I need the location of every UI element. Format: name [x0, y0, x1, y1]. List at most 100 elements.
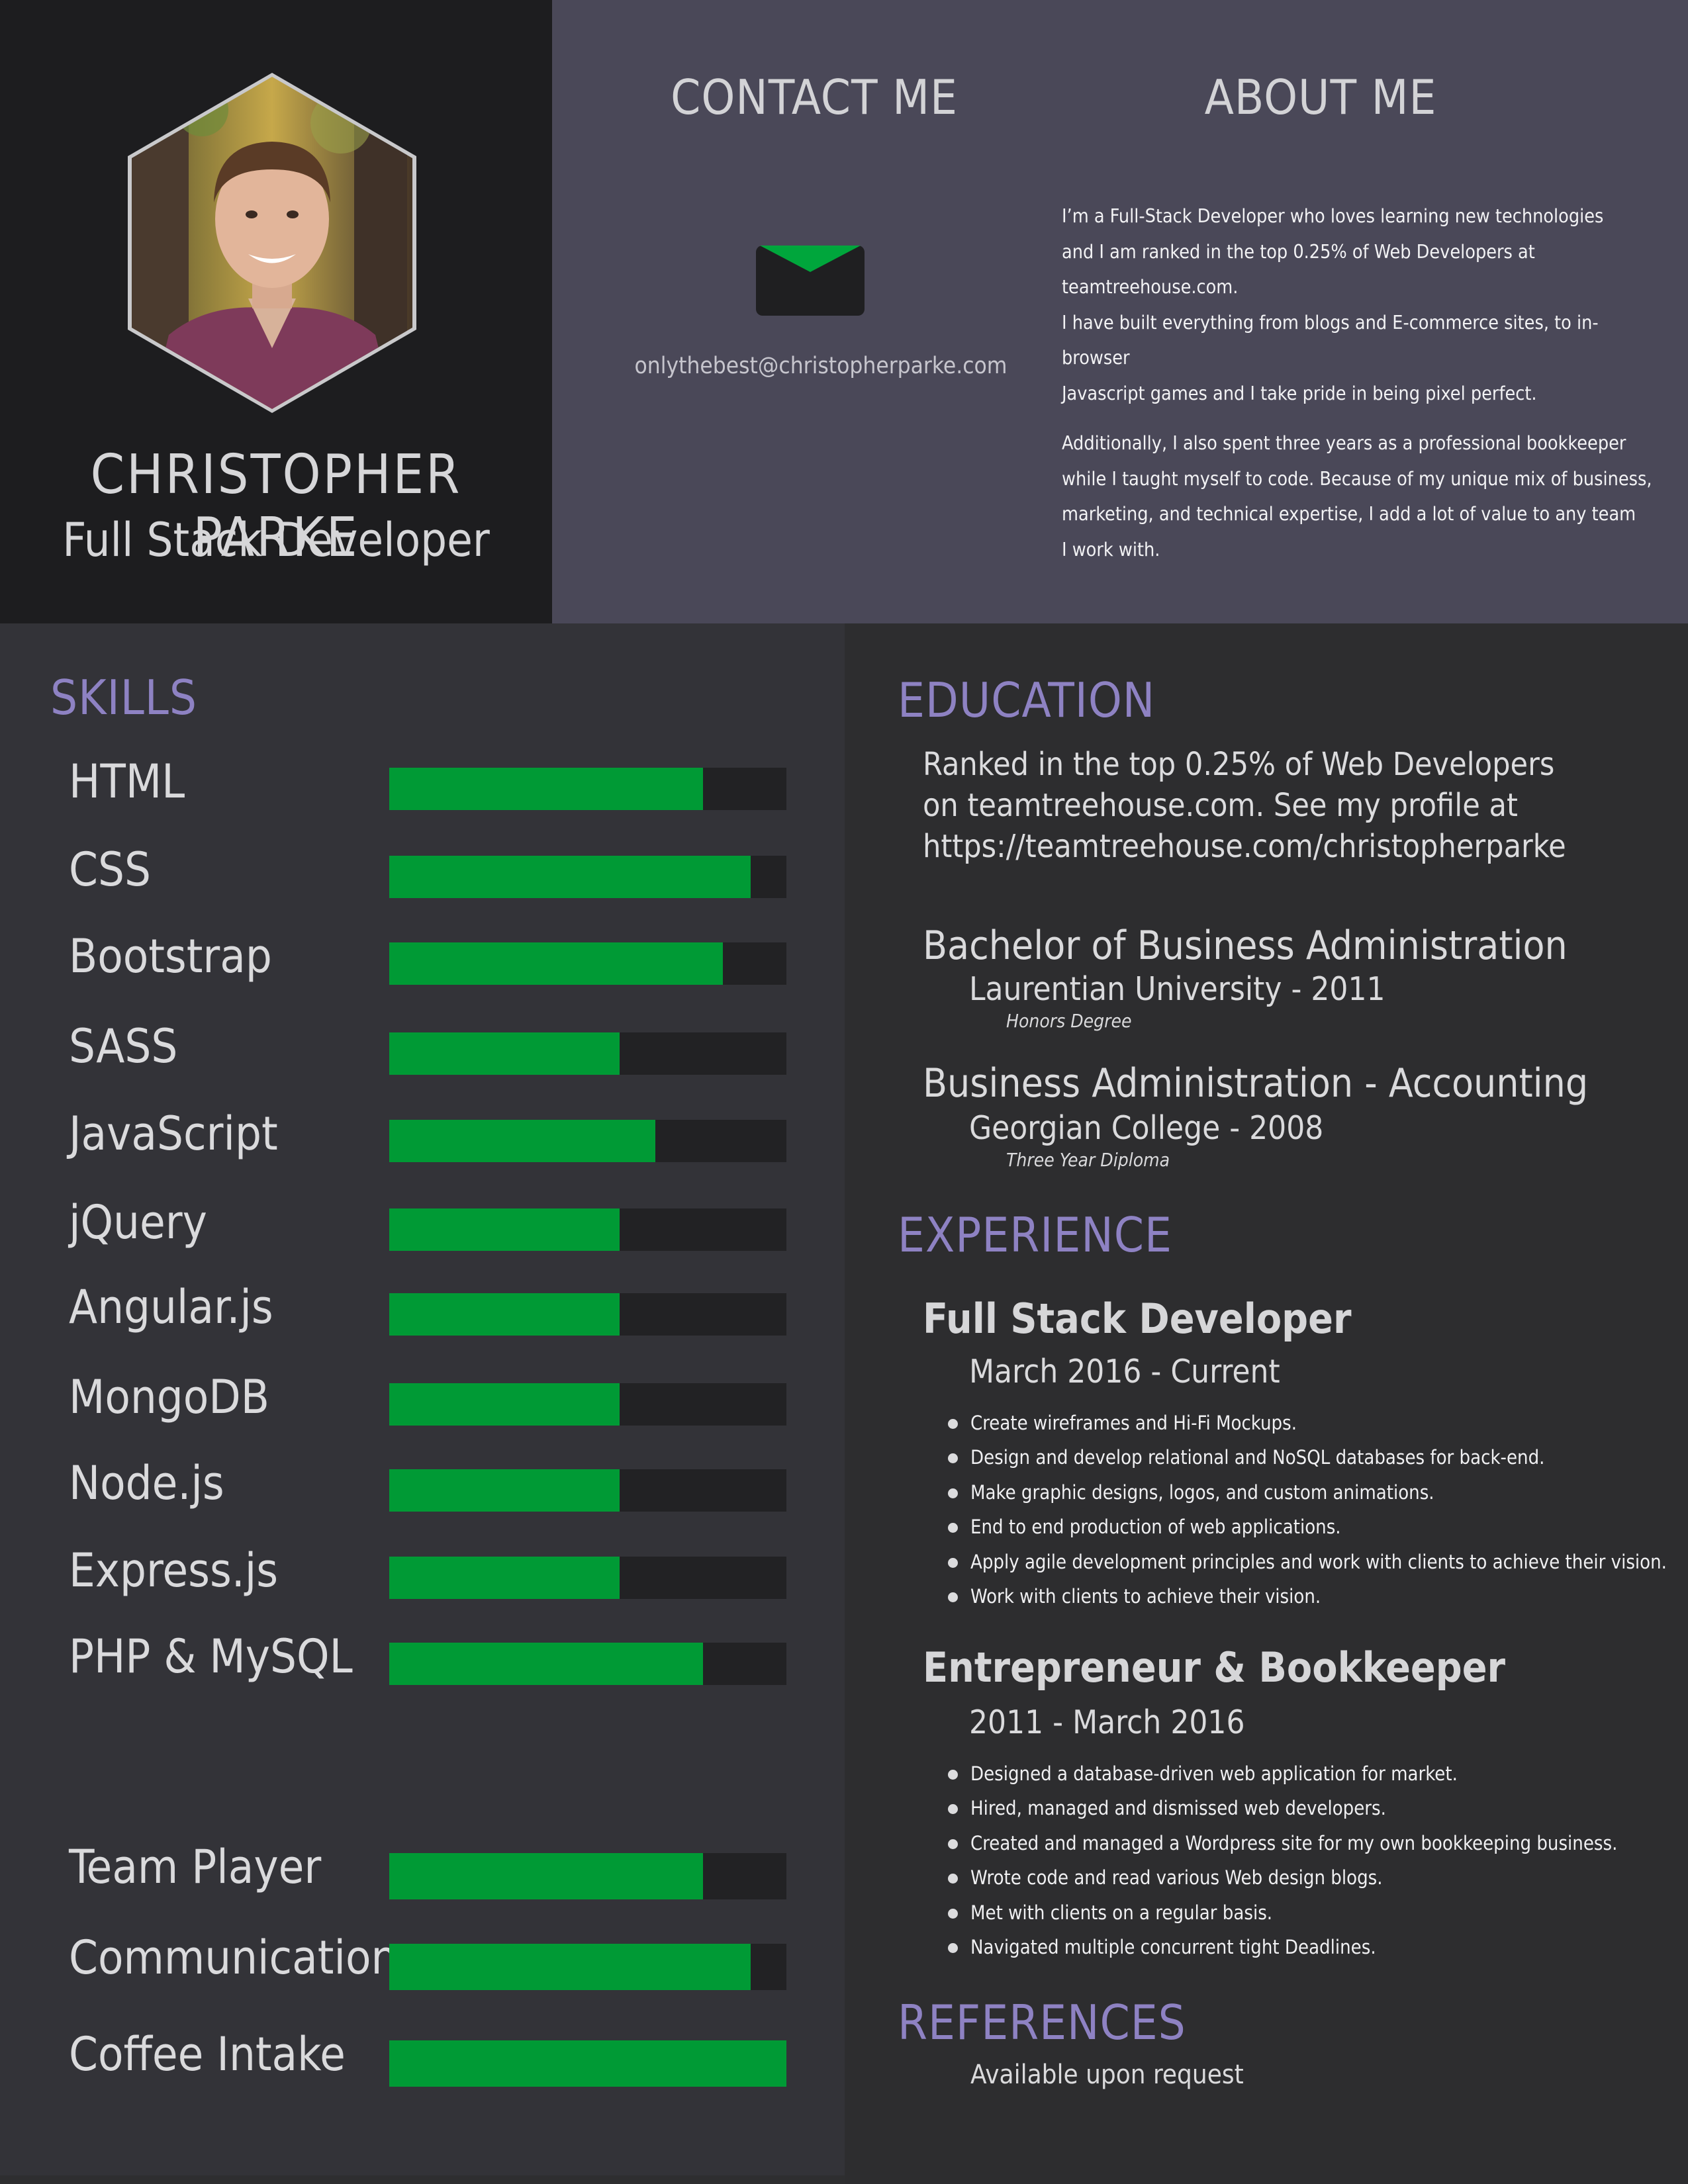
job-bullets: Designed a database-driven web applicati…	[948, 1756, 1617, 1964]
skill-bar-track	[389, 1383, 786, 1426]
education-summary-line: Ranked in the top 0.25% of Web Developer…	[923, 746, 1555, 783]
job-bullet: Apply agile development principles and w…	[948, 1545, 1667, 1579]
skill-bar-fill	[389, 1208, 620, 1251]
skill-row: Coffee Intake	[0, 2027, 845, 2087]
degree-school: Laurentian University - 2011	[969, 970, 1385, 1008]
skill-bar-track	[389, 768, 786, 810]
skills-heading: SKILLS	[50, 670, 197, 725]
education-summary: Ranked in the top 0.25% of Web Developer…	[923, 744, 1651, 867]
degree-title: Business Administration - Accounting	[923, 1060, 1589, 1107]
skill-row: Node.js	[0, 1456, 845, 1516]
skill-bar-track	[389, 1293, 786, 1336]
skill-row: HTML	[0, 754, 845, 814]
skill-row: MongoDB	[0, 1370, 845, 1430]
skill-label: Node.js	[69, 1456, 224, 1510]
references-heading: REFERENCES	[898, 1995, 1186, 2050]
job-bullet: End to end production of web application…	[948, 1510, 1667, 1544]
job-bullet: Create wireframes and Hi-Fi Mockups.	[948, 1406, 1667, 1440]
skill-bar-fill	[389, 768, 703, 810]
skill-label: Angular.js	[69, 1280, 273, 1334]
envelope-icon[interactable]	[756, 246, 865, 316]
about-paragraph: I’m a Full-Stack Developer who loves lea…	[1062, 199, 1658, 411]
skill-bar-fill	[389, 1120, 655, 1162]
skill-bar-track	[389, 1120, 786, 1162]
job-bullet: Make graphic designs, logos, and custom …	[948, 1475, 1667, 1510]
skill-label: HTML	[69, 754, 185, 809]
job-bullet: Navigated multiple concurrent tight Dead…	[948, 1930, 1617, 1964]
job-bullets: Create wireframes and Hi-Fi Mockups. Des…	[948, 1406, 1667, 1614]
skill-label: Communication	[69, 1931, 398, 1985]
skill-bar-fill	[389, 2040, 786, 2087]
contact-email[interactable]: onlythebest@christopherparke.com	[634, 353, 1008, 379]
skill-label: MongoDB	[69, 1370, 270, 1424]
skill-bar-fill	[389, 942, 723, 985]
skill-bar-fill	[389, 1383, 620, 1426]
degree-school: Georgian College - 2008	[969, 1109, 1324, 1147]
skill-bar-track	[389, 1557, 786, 1599]
person-role: Full Stack Developer	[62, 513, 490, 567]
about-line: Additionally, I also spent three years a…	[1062, 432, 1626, 454]
skill-bar-fill	[389, 1643, 703, 1685]
skill-bar-track	[389, 1643, 786, 1685]
skill-bar-fill	[389, 1853, 703, 1899]
skill-bar-fill	[389, 1032, 620, 1075]
skill-bar-track	[389, 2040, 786, 2087]
skill-row: Team Player	[0, 1840, 845, 1899]
contact-about-header	[552, 0, 1688, 623]
skill-row: JavaScript	[0, 1107, 845, 1166]
skill-row: SASS	[0, 1019, 845, 1079]
skill-bar-track	[389, 856, 786, 898]
skill-row: PHP & MySQL	[0, 1629, 845, 1689]
about-line: I have built everything from blogs and E…	[1062, 311, 1599, 369]
skill-bar-fill	[389, 1944, 751, 1990]
skill-bar-track	[389, 1208, 786, 1251]
education-summary-line: on teamtreehouse.com. See my profile at	[923, 787, 1518, 824]
degree-title: Bachelor of Business Administration	[923, 923, 1568, 969]
job-bullet: Wrote code and read various Web design b…	[948, 1860, 1617, 1895]
avatar	[122, 70, 422, 416]
education-heading: EDUCATION	[898, 672, 1156, 728]
skill-row: jQuery	[0, 1195, 845, 1255]
skill-row: CSS	[0, 842, 845, 902]
skill-row: Bootstrap	[0, 929, 845, 989]
profile-photo	[128, 73, 416, 413]
skill-bar-track	[389, 1469, 786, 1512]
skill-label: PHP & MySQL	[69, 1629, 353, 1684]
person-name: CHRISTOPHER PARKE	[90, 443, 462, 569]
skill-bar-fill	[389, 1293, 620, 1336]
about-line: I work with.	[1062, 538, 1160, 561]
education-summary-line[interactable]: https://teamtreehouse.com/christopherpar…	[923, 828, 1566, 865]
job-dates: 2011 - March 2016	[969, 1704, 1245, 1741]
skill-label: Coffee Intake	[69, 2027, 346, 2081]
skill-row: Angular.js	[0, 1280, 845, 1340]
skill-bar-track	[389, 1853, 786, 1899]
job-bullet: Hired, managed and dismissed web develop…	[948, 1791, 1617, 1825]
about-line: marketing, and technical expertise, I ad…	[1062, 503, 1636, 525]
skill-bar-track	[389, 1944, 786, 1990]
job-title: Full Stack Developer	[923, 1295, 1352, 1343]
references-text: Available upon request	[970, 2060, 1244, 2090]
skill-bar-track	[389, 942, 786, 985]
job-title: Entrepreneur & Bookkeeper	[923, 1643, 1506, 1692]
about-heading: ABOUT ME	[1204, 69, 1437, 125]
about-line: and I am ranked in the top 0.25% of Web …	[1062, 240, 1535, 298]
skill-label: CSS	[69, 842, 151, 897]
about-text: I’m a Full-Stack Developer who loves lea…	[1062, 199, 1658, 567]
resume-details-panel	[845, 623, 1688, 2184]
skill-label: Bootstrap	[69, 929, 272, 983]
contact-heading: CONTACT ME	[671, 69, 958, 125]
degree-note: Three Year Diploma	[1006, 1149, 1170, 1171]
skill-bar-fill	[389, 1469, 620, 1512]
degree-note: Honors Degree	[1006, 1010, 1132, 1032]
job-bullet: Design and develop relational and NoSQL …	[948, 1440, 1667, 1475]
skill-label: Team Player	[69, 1840, 322, 1894]
skill-label: jQuery	[69, 1195, 207, 1250]
skill-label: JavaScript	[69, 1107, 278, 1161]
about-line: Javascript games and I take pride in bei…	[1062, 382, 1537, 404]
job-dates: March 2016 - Current	[969, 1353, 1280, 1390]
experience-heading: EXPERIENCE	[898, 1207, 1172, 1263]
job-bullet: Work with clients to achieve their visio…	[948, 1579, 1667, 1614]
skill-bar-fill	[389, 856, 751, 898]
skill-label: SASS	[69, 1019, 178, 1073]
skill-bar-track	[389, 1032, 786, 1075]
